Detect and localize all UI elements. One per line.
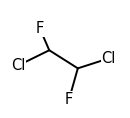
Text: F: F <box>36 21 44 36</box>
Text: Cl: Cl <box>11 58 25 73</box>
Text: Cl: Cl <box>102 51 116 66</box>
Text: F: F <box>65 92 73 107</box>
